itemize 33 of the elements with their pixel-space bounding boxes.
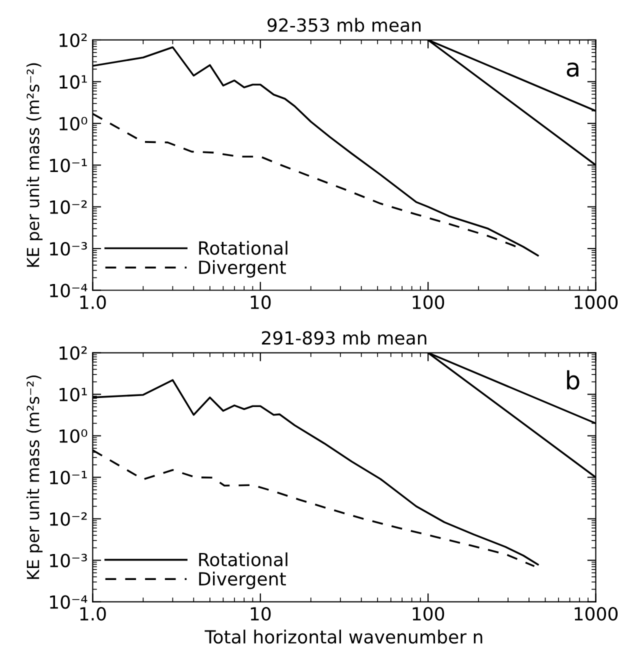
y-tick-label: 10⁻¹ (50, 158, 87, 172)
legend-label: Divergent (199, 572, 286, 590)
x-tick-label: 1.0 (80, 606, 106, 621)
x-tick-label: 10 (250, 606, 271, 621)
y-tick-label: 10⁻⁴ (50, 284, 88, 298)
x-tick-label: 1000 (574, 606, 618, 621)
x-tick-label: 100 (412, 295, 444, 310)
annotation: a (566, 62, 578, 77)
legend-label: Divergent (199, 260, 286, 278)
y-tick-label: 10⁻³ (50, 242, 87, 256)
y-tick-label: 10² (60, 33, 87, 48)
legend-label: Rotational (199, 552, 288, 566)
x-tick-label: 1000 (574, 295, 618, 310)
x-tick-label: 100 (412, 606, 444, 621)
y-tick-label: 10¹ (60, 388, 87, 402)
chart-title: 291-893 mb mean (262, 330, 426, 345)
y-tick-label: 10¹ (60, 75, 87, 89)
y-tick-label: 10⁰ (60, 116, 88, 131)
x-axis-title: Total horizontal wavenumber n (204, 630, 482, 644)
y-tick-label: 10⁻² (50, 512, 87, 526)
chart-title: 92-353 mb mean (268, 18, 421, 32)
y-tick-label: 10⁰ (60, 429, 88, 443)
y-tick-label: 10⁻⁴ (50, 595, 88, 609)
y-axis-title: KE per unit mass (m²s⁻²) (26, 63, 43, 267)
x-tick-label: 10 (250, 295, 271, 310)
y-tick-label: 10⁻¹ (50, 470, 87, 484)
y-tick-label: 10⁻² (50, 200, 87, 214)
legend-label: Rotational (199, 240, 288, 255)
y-tick-label: 10² (60, 346, 87, 360)
y-axis-title: KE per unit mass (m²s⁻²) (26, 375, 43, 579)
annotation: b (567, 370, 580, 390)
y-tick-label: 10⁻³ (50, 554, 87, 568)
x-tick-label: 1.0 (80, 295, 106, 310)
